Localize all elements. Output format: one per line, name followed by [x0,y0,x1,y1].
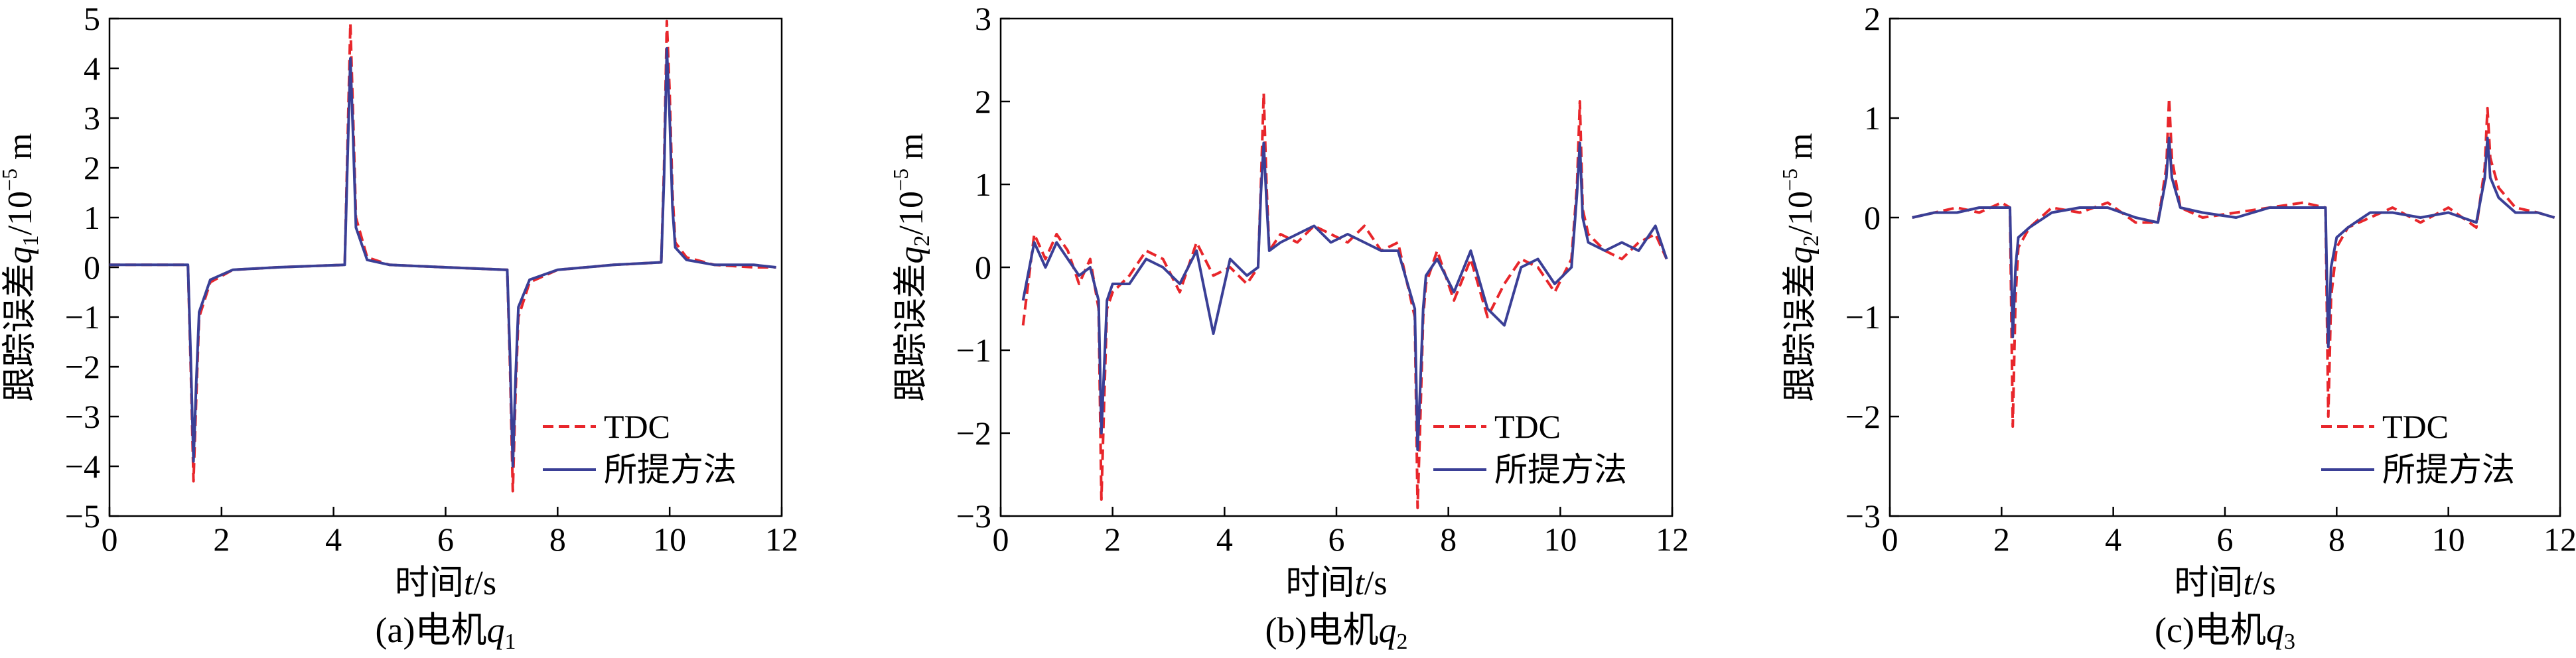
y-tick-label: 2 [975,83,991,120]
y-tick-label: −2 [65,348,100,385]
x-tick-label: 12 [765,521,798,558]
y-tick-label: −1 [65,298,100,336]
y-tick-label: 2 [1864,0,1881,37]
panel-b: 0 2 4 6 8 10 12−3−2−10123TDC所提方法时间t/s(b)电机q2跟踪… [889,0,1689,654]
legend-label: 所提方法 [604,451,737,488]
x-axis-label: 时间t/s [2174,564,2275,602]
y-tick-label: 0 [975,249,991,286]
y-axis-label: 跟踪误差q2/10−5 m [889,133,934,402]
x-tick-label: 6 [2217,521,2234,558]
x-tick-label: 6 [437,521,454,558]
x-tick-label: 4 [2105,521,2121,558]
x-tick-label: 12 [2543,521,2576,558]
panel-caption: (c)电机q3 [2155,610,2295,654]
plot-frame [1889,17,2561,517]
series-line-proposed [1912,137,2555,348]
panel-caption: (b)电机q2 [1265,610,1408,654]
y-tick-label: −5 [65,497,100,535]
x-tick-label: 12 [1656,521,1689,558]
y-tick-label: 4 [84,50,100,87]
y-tick-label: −3 [65,398,100,435]
x-tick-label: 8 [549,521,566,558]
x-tick-label: 4 [1216,521,1233,558]
x-tick-label: 8 [2328,521,2345,558]
y-tick-label: 0 [1864,199,1881,236]
x-tick-label: 0 [1882,521,1898,558]
series-line-tdc [109,19,776,493]
legend-label: 所提方法 [2382,451,2515,488]
x-tick-label: 2 [1104,521,1121,558]
x-tick-label: 8 [1440,521,1457,558]
y-tick-label: 1 [1864,99,1881,137]
y-axis-label: 跟踪误差q1/10−5 m [0,133,43,402]
x-tick-label: 4 [325,521,342,558]
y-tick-label: 1 [975,166,991,203]
legend-label: 所提方法 [1494,451,1627,488]
y-tick-label: −3 [956,497,991,535]
legend-label: TDC [604,408,670,445]
panel-a: 0 2 4 6 8 10 12−5−4−3−2−1012345TDC所提方法时间t/s(a)… [0,0,798,654]
x-tick-label: 0 [993,521,1009,558]
series-line-tdc [1021,92,1668,509]
y-tick-label: 5 [84,0,100,37]
y-tick-label: 3 [975,0,991,37]
x-tick-label: 10 [1543,521,1577,558]
y-tick-label: 2 [84,149,100,186]
y-tick-label: −3 [1845,497,1881,535]
y-tick-label: −2 [956,415,991,452]
y-tick-label: 0 [84,249,100,286]
x-tick-label: 10 [653,521,686,558]
x-tick-label: 0 [102,521,118,558]
x-tick-label: 2 [1993,521,2010,558]
panel-caption: (a)电机q1 [376,610,516,654]
y-tick-label: 1 [84,199,100,236]
x-tick-label: 6 [1328,521,1345,558]
y-tick-label: −1 [956,332,991,369]
y-tick-label: −1 [1845,298,1881,336]
y-tick-label: −4 [65,448,100,485]
x-axis-label: 时间t/s [395,564,496,602]
x-tick-label: 10 [2432,521,2465,558]
y-tick-label: 3 [84,99,100,137]
y-tick-label: −2 [1845,398,1881,435]
legend-label: TDC [2382,408,2449,445]
legend-label: TDC [1494,408,1561,445]
series-line-proposed [1021,141,1668,451]
x-axis-label: 时间t/s [1285,564,1387,602]
x-tick-label: 2 [213,521,230,558]
series-line-tdc [1912,97,2555,428]
y-axis-label: 跟踪误差q2/10−5 m [1778,133,1824,402]
panel-c: 0 2 4 6 8 10 12−3−2−1012TDC所提方法时间t/s(c)电机q3跟踪误… [1778,0,2576,654]
series-line-proposed [109,47,776,468]
